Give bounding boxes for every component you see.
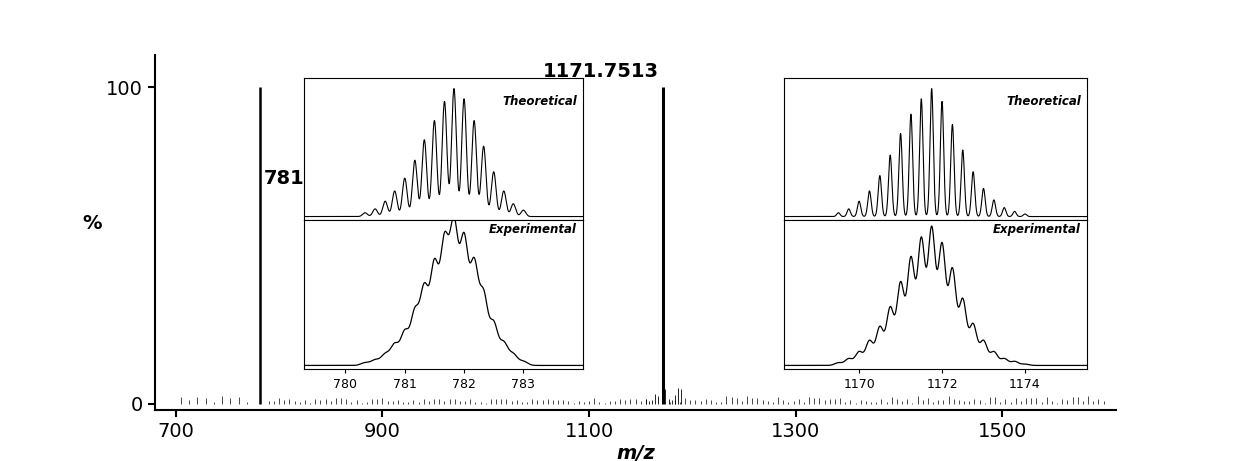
X-axis label: m/z: m/z [616,444,655,461]
Text: 1171.7513: 1171.7513 [543,62,658,81]
Y-axis label: %: % [83,214,102,233]
Text: 781.5038: 781.5038 [264,170,366,189]
